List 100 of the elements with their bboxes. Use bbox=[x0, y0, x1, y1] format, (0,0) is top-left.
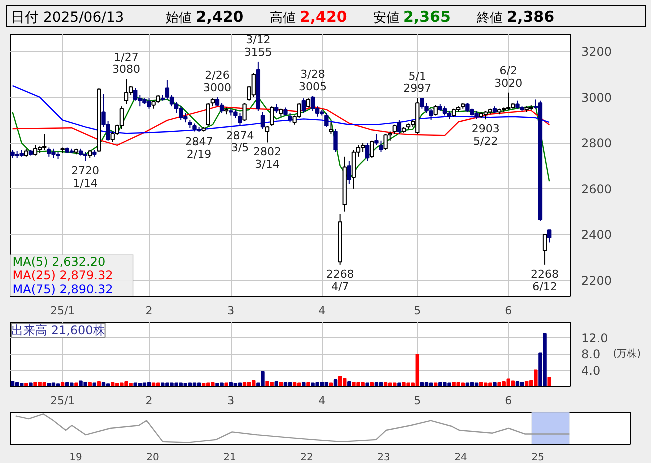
annotation: 2268 6/12 bbox=[531, 268, 560, 294]
y-tick-label: 12.0 bbox=[582, 331, 608, 346]
candlestick bbox=[310, 96, 316, 112]
y-tick-label: 2800 bbox=[582, 136, 612, 151]
y-tick-label: 2400 bbox=[582, 228, 612, 242]
x-tick-label: 25/1 bbox=[50, 304, 76, 318]
x-tick-label: 6 bbox=[505, 394, 512, 408]
candlestick bbox=[265, 126, 270, 144]
candlestick bbox=[442, 106, 448, 116]
candlestick bbox=[347, 160, 352, 185]
x-tick-label: 4 bbox=[318, 394, 326, 408]
candlestick bbox=[366, 142, 370, 162]
candlestick bbox=[360, 142, 366, 153]
bar bbox=[366, 382, 370, 386]
bar bbox=[10, 381, 15, 386]
candlestick bbox=[206, 102, 210, 127]
x-tick-label: 2 bbox=[146, 304, 153, 318]
text: 終値 2,386 bbox=[476, 8, 555, 26]
text: MA(75) 2,890.32 bbox=[12, 282, 114, 297]
candlestick bbox=[370, 140, 374, 159]
bar bbox=[524, 381, 529, 386]
y-axis-title: (万株) bbox=[613, 348, 642, 360]
annotation: 1/27 3080 bbox=[112, 50, 141, 76]
annotation: 3/12 3155 bbox=[244, 34, 272, 59]
annotation: 2268 4/7 bbox=[326, 268, 354, 294]
x-tick-label: 22 bbox=[300, 452, 314, 464]
bar bbox=[511, 380, 516, 386]
y-tick-label: 8.0 bbox=[582, 348, 601, 362]
candlestick bbox=[324, 112, 329, 128]
candlestick bbox=[260, 112, 266, 130]
text: MA(25) 2,879.32 bbox=[12, 268, 114, 283]
chart-title: 日付 2025/06/13 bbox=[11, 10, 124, 26]
chart-title: 出来高 21,600株 bbox=[12, 324, 106, 338]
bar bbox=[24, 383, 28, 386]
y-tick-label: 3000 bbox=[582, 90, 612, 105]
y-tick-label: 2600 bbox=[582, 182, 612, 196]
bar bbox=[548, 377, 552, 386]
annotation: 5/1 2997 bbox=[404, 70, 432, 96]
annotation: 2802 3/14 bbox=[254, 146, 282, 172]
candlestick bbox=[215, 96, 220, 108]
candlestick bbox=[392, 124, 397, 135]
annotation: 2847 2/19 bbox=[185, 135, 214, 161]
text: 高値 2,420 bbox=[270, 8, 348, 26]
x-tick-label: 4 bbox=[318, 304, 326, 318]
candlestick bbox=[134, 88, 138, 102]
bar bbox=[302, 382, 306, 386]
candlestick bbox=[374, 134, 379, 146]
y-tick-label: 3200 bbox=[582, 45, 612, 60]
candlestick bbox=[270, 106, 274, 127]
x-tick-label: 25 bbox=[532, 452, 544, 464]
x-tick-label: 3 bbox=[228, 394, 235, 408]
candlestick bbox=[242, 102, 247, 122]
x-tick-label: 2 bbox=[146, 394, 153, 408]
x-tick-label: 23 bbox=[378, 452, 390, 464]
bar bbox=[97, 382, 102, 386]
candlestick bbox=[306, 98, 311, 108]
x-tick-label: 6 bbox=[505, 304, 512, 318]
candlestick bbox=[329, 122, 334, 135]
x-tick-label: 24 bbox=[454, 452, 468, 464]
candlestick bbox=[220, 102, 224, 114]
y-tick-label: 4.0 bbox=[582, 364, 601, 378]
candlestick bbox=[274, 104, 279, 114]
x-tick-label: 5 bbox=[414, 304, 422, 318]
text: MA(5) 2,632.20 bbox=[12, 254, 106, 269]
text: 始値 2,420 bbox=[166, 8, 244, 26]
x-tick-label: 21 bbox=[224, 452, 236, 464]
text: 安値 2,365 bbox=[373, 8, 451, 26]
annotation: 3/28 3005 bbox=[299, 68, 328, 94]
candlestick bbox=[379, 140, 384, 153]
annotation: 6/2 3020 bbox=[494, 64, 523, 90]
x-tick-label: 19 bbox=[70, 452, 82, 464]
bar bbox=[88, 382, 92, 386]
x-tick-label: 3 bbox=[228, 304, 235, 318]
annotation: 2903 5/22 bbox=[472, 122, 500, 148]
candlestick bbox=[288, 112, 292, 124]
y-tick-label: 2200 bbox=[582, 274, 612, 288]
bar bbox=[306, 382, 310, 386]
annotation: 2874 3/5 bbox=[226, 129, 254, 155]
candlestick bbox=[302, 98, 306, 114]
candlestick bbox=[83, 152, 88, 162]
bar bbox=[74, 382, 78, 386]
bar bbox=[29, 382, 33, 386]
candlestick bbox=[542, 234, 548, 266]
bar bbox=[516, 382, 520, 386]
bar bbox=[493, 382, 497, 386]
bar bbox=[334, 380, 338, 386]
bar bbox=[224, 382, 228, 386]
bar bbox=[398, 382, 402, 386]
annotation: 2720 1/14 bbox=[72, 164, 100, 190]
x-tick-label: 20 bbox=[146, 452, 160, 464]
x-tick-label: 5 bbox=[414, 394, 422, 408]
bar bbox=[348, 382, 352, 386]
annotation: 2/26 3000 bbox=[203, 69, 232, 94]
candlestick bbox=[334, 128, 338, 153]
x-tick-label: 25/1 bbox=[50, 394, 76, 408]
candlestick bbox=[547, 230, 552, 244]
candlestick bbox=[33, 144, 38, 156]
candlestick bbox=[397, 120, 402, 135]
candlestick bbox=[124, 78, 129, 105]
candlestick bbox=[434, 104, 438, 116]
